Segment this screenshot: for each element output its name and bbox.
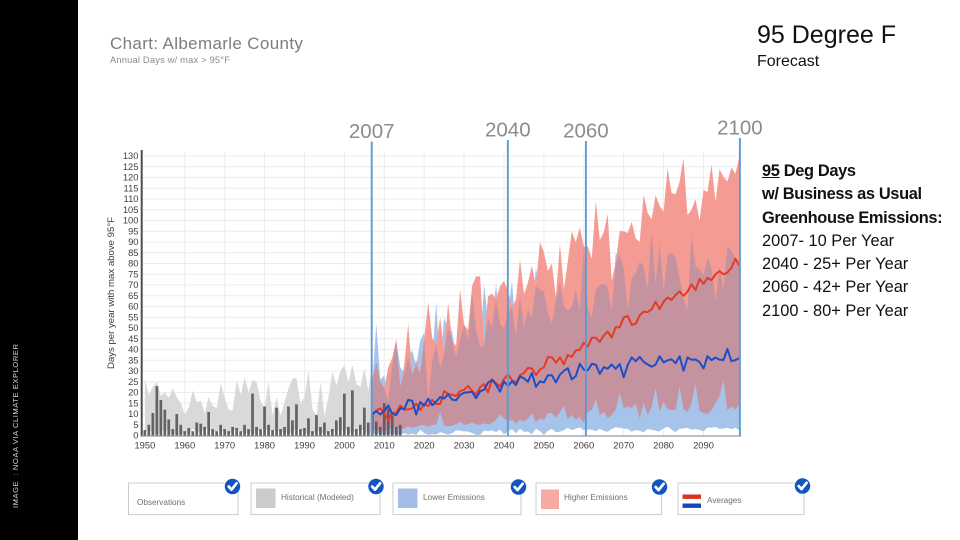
svg-text:1990: 1990 <box>294 440 315 451</box>
svg-text:2040: 2040 <box>485 119 531 142</box>
svg-text:2007: 2007 <box>349 120 395 143</box>
svg-text:Higher Emissions: Higher Emissions <box>564 493 628 502</box>
svg-text:2060: 2060 <box>563 120 609 143</box>
svg-text:30: 30 <box>128 365 138 376</box>
svg-text:Lower Emissions: Lower Emissions <box>423 493 485 502</box>
svg-text:75: 75 <box>128 268 138 279</box>
svg-text:20: 20 <box>128 387 138 398</box>
svg-text:120: 120 <box>123 172 139 183</box>
svg-text:40: 40 <box>128 344 138 355</box>
svg-text:105: 105 <box>123 204 139 215</box>
svg-text:Averages: Averages <box>707 496 741 505</box>
svg-text:60: 60 <box>128 301 138 312</box>
svg-text:80: 80 <box>128 258 138 269</box>
svg-text:115: 115 <box>124 182 139 193</box>
svg-text:90: 90 <box>128 236 138 247</box>
svg-text:65: 65 <box>128 290 138 301</box>
svg-text:1960: 1960 <box>174 440 195 451</box>
svg-text:1950: 1950 <box>134 440 155 451</box>
svg-text:100: 100 <box>123 215 139 226</box>
svg-text:50: 50 <box>128 322 138 333</box>
svg-text:2010: 2010 <box>374 440 395 451</box>
svg-text:2090: 2090 <box>693 440 714 451</box>
svg-text:55: 55 <box>128 311 138 322</box>
svg-text:130: 130 <box>123 150 139 161</box>
svg-text:2070: 2070 <box>613 440 634 451</box>
svg-text:95: 95 <box>128 225 138 236</box>
svg-text:110: 110 <box>124 193 139 204</box>
svg-text:45: 45 <box>128 333 138 344</box>
svg-text:10: 10 <box>128 408 138 419</box>
svg-text:5: 5 <box>133 419 138 430</box>
svg-text:35: 35 <box>128 354 138 365</box>
svg-text:Historical (Modeled): Historical (Modeled) <box>281 493 354 502</box>
svg-text:0: 0 <box>133 430 138 441</box>
svg-text:2000: 2000 <box>334 440 355 451</box>
svg-text:Observations: Observations <box>137 498 185 507</box>
svg-text:2080: 2080 <box>653 440 674 451</box>
svg-text:2020: 2020 <box>414 440 435 451</box>
svg-text:1970: 1970 <box>214 440 235 451</box>
svg-text:1980: 1980 <box>254 440 275 451</box>
svg-text:2050: 2050 <box>533 440 554 451</box>
svg-text:125: 125 <box>123 161 139 172</box>
svg-text:2030: 2030 <box>454 440 475 451</box>
svg-text:25: 25 <box>128 376 138 387</box>
svg-text:2100: 2100 <box>717 117 763 140</box>
svg-text:2060: 2060 <box>573 440 594 451</box>
svg-text:15: 15 <box>128 397 138 408</box>
svg-text:70: 70 <box>128 279 138 290</box>
svg-text:85: 85 <box>128 247 138 258</box>
svg-text:2040: 2040 <box>494 440 515 451</box>
svg-text:Days per year with max above 9: Days per year with max above 95°F <box>106 217 117 369</box>
